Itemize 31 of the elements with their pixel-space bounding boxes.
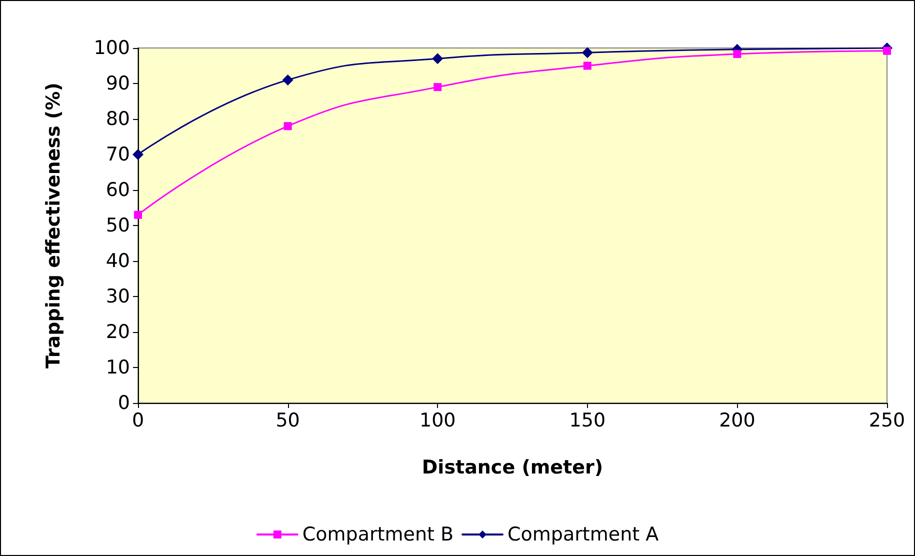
- point: [583, 62, 592, 70]
- y-tick-label: 10: [106, 356, 130, 378]
- point: [434, 83, 442, 92]
- y-tick-label: 20: [106, 321, 130, 343]
- point: [582, 47, 593, 58]
- point: [883, 46, 891, 55]
- point: [284, 122, 292, 130]
- y-axis-title: Trapping effectiveness (%): [42, 82, 64, 368]
- x-tick-label: 150: [569, 410, 606, 432]
- y-tick-label: 100: [94, 37, 130, 59]
- y-tick-label: 70: [106, 144, 130, 166]
- point: [282, 74, 294, 86]
- y-tick-label: 80: [106, 108, 130, 130]
- y-tick-label: 30: [106, 286, 130, 308]
- x-tick-label: 250: [868, 410, 906, 432]
- point: [132, 149, 144, 160]
- legend-label: Compartment A: [508, 524, 659, 546]
- y-tick-label: 90: [106, 72, 130, 94]
- point: [733, 50, 742, 58]
- y-tick-label: 50: [106, 214, 130, 236]
- x-tick-label: 200: [719, 410, 756, 432]
- x-tick-label: 0: [132, 410, 144, 432]
- x-tick-label: 50: [276, 410, 300, 432]
- y-tick-label: 0: [118, 392, 130, 414]
- point: [134, 210, 142, 219]
- y-tick-label: 60: [106, 179, 130, 201]
- y-tick-label: 40: [106, 250, 130, 272]
- point: [432, 53, 444, 64]
- x-tick-label: 100: [419, 410, 456, 432]
- legend-label: Compartment B: [302, 524, 454, 546]
- x-axis-title: Distance (meter): [422, 456, 604, 478]
